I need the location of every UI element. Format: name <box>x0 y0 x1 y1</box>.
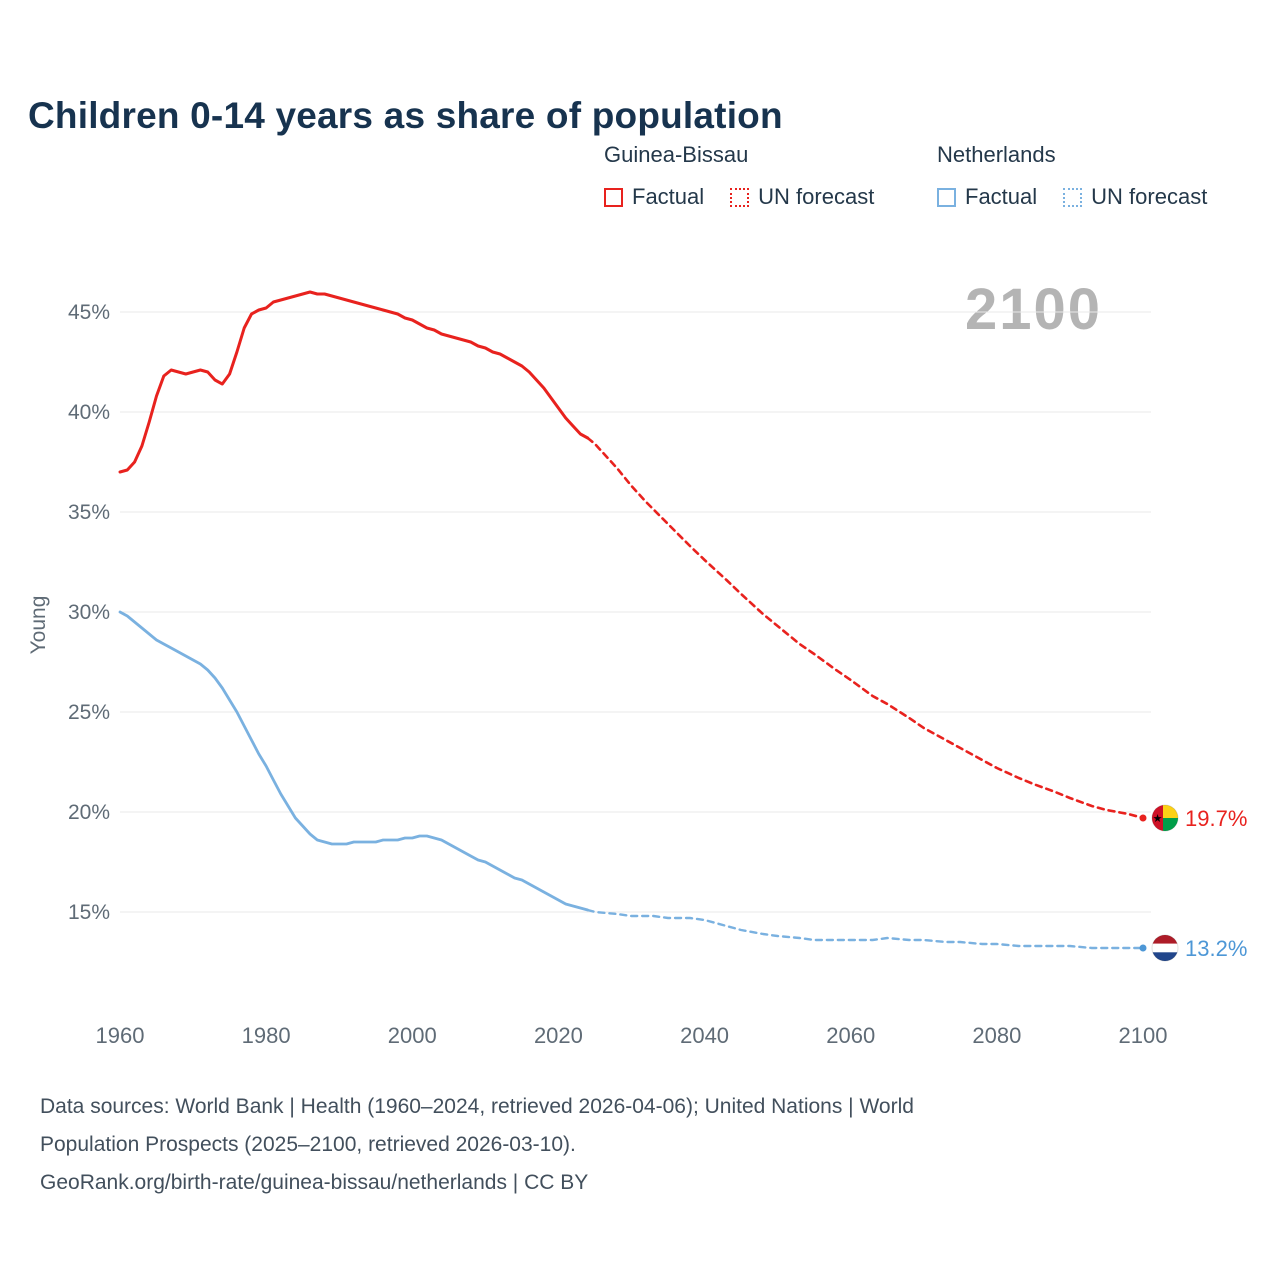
legend-item-netherlands-factual[interactable]: Factual <box>937 184 1037 210</box>
y-tick-label: 25% <box>68 701 110 724</box>
end-value-label: 19.7% <box>1185 806 1247 831</box>
series-netherlands-factual <box>118 610 590 912</box>
netherlands-flag-icon <box>1152 935 1178 961</box>
x-tick-label: 1980 <box>242 1023 291 1048</box>
y-tick-label: 35% <box>68 501 110 524</box>
flag-border <box>1151 804 1179 832</box>
y-tick-label: 40% <box>68 401 110 424</box>
series-netherlands-un-forecast <box>586 908 1145 950</box>
forecast-swatch-icon <box>1063 187 1083 207</box>
legend-item-label: UN forecast <box>1091 184 1208 209</box>
watermark-year: 2100 <box>964 277 1102 342</box>
x-tick-label: 2040 <box>680 1023 729 1048</box>
series-end-dot <box>1139 944 1147 952</box>
legend-item-label: Factual <box>965 184 1038 209</box>
y-tick-label: 15% <box>68 901 110 924</box>
legend-group-guinea-bissau: Guinea-Bissau Factual UN forecast <box>604 142 874 210</box>
legend-item-guinea-bissau-forecast[interactable]: UN forecast <box>730 184 874 210</box>
legend-item-label: UN forecast <box>758 184 875 209</box>
y-tick-label: 20% <box>68 801 110 824</box>
legend-group-title: Guinea-Bissau <box>604 142 749 167</box>
x-tick-label: 2020 <box>534 1023 583 1048</box>
forecast-swatch-icon <box>730 187 750 207</box>
legend-group-title: Netherlands <box>937 142 1056 167</box>
factual-swatch-icon <box>604 187 623 207</box>
legend-item-netherlands-forecast[interactable]: UN forecast <box>1063 184 1207 210</box>
legend-group-netherlands: Netherlands Factual UN forecast <box>937 142 1207 210</box>
data-sources-line-2: Population Prospects (2025–2100, retriev… <box>40 1133 576 1156</box>
x-tick-label: 2080 <box>972 1023 1021 1048</box>
x-tick-label: 1960 <box>96 1023 145 1048</box>
page-title: Children 0-14 years as share of populati… <box>28 94 783 136</box>
y-axis-title: Young <box>27 596 50 655</box>
x-tick-label: 2000 <box>388 1023 437 1048</box>
legend-item-label: Factual <box>632 184 705 209</box>
svg-text:★: ★ <box>1153 813 1163 825</box>
factual-swatch-icon <box>937 187 956 207</box>
attribution-line: GeoRank.org/birth-rate/guinea-bissau/net… <box>40 1171 589 1194</box>
footer: Data sources: World Bank | Health (1960–… <box>40 1088 914 1202</box>
x-tick-label: 2060 <box>826 1023 875 1048</box>
series-end-dot <box>1139 814 1147 822</box>
data-sources-line-1: Data sources: World Bank | Health (1960–… <box>40 1095 914 1118</box>
y-tick-label: 45% <box>68 301 110 324</box>
series-guinea-bissau-factual <box>118 290 590 474</box>
flag-border <box>1151 934 1179 962</box>
series-guinea-bissau-un-forecast <box>586 436 1145 820</box>
legend-item-guinea-bissau-factual[interactable]: Factual <box>604 184 704 210</box>
y-tick-label: 30% <box>68 601 110 624</box>
x-tick-label: 2100 <box>1119 1023 1168 1048</box>
end-value-label: 13.2% <box>1185 936 1247 961</box>
